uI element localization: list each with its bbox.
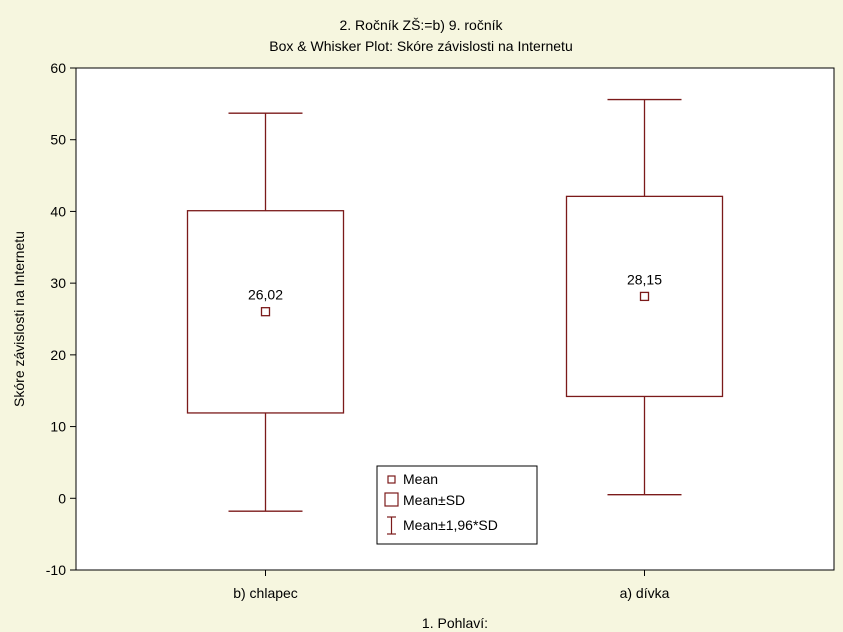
boxes-layer: 26,02 28,15 (186, 98, 724, 512)
sd-box (565, 195, 724, 398)
x-tick-label: a) dívka (620, 585, 670, 601)
chart-title-line2: Box & Whisker Plot: Skóre závislosti na … (269, 38, 572, 54)
legend-item-sd: Mean±SD (403, 492, 465, 508)
y-tick-label: 50 (50, 132, 66, 148)
y-tick-label: 20 (50, 347, 66, 363)
box-group: 28,15 (565, 98, 724, 496)
legend-sd-symbol (384, 492, 399, 507)
x-axis: b) chlapec a) dívka (233, 570, 670, 601)
y-tick-label: 40 (50, 203, 66, 219)
y-tick-label: 30 (50, 275, 66, 291)
chart-title-line1: 2. Ročník ZŠ:=b) 9. ročník (339, 17, 503, 33)
legend: Mean Mean±SD Mean±1,96*SD (376, 465, 538, 545)
mean-marker (639, 291, 650, 302)
y-axis: -10 0 10 20 30 40 50 60 (46, 60, 76, 578)
x-axis-label: 1. Pohlaví: (422, 615, 488, 631)
x-tick-label: b) chlapec (233, 585, 298, 601)
y-tick-label: 10 (50, 419, 66, 435)
legend-mean-symbol (387, 475, 396, 484)
sd-box (186, 210, 345, 414)
legend-item-whisker: Mean±1,96*SD (403, 517, 498, 533)
mean-label: 26,02 (248, 287, 283, 303)
legend-item-mean: Mean (403, 471, 438, 487)
legend-frame (376, 465, 538, 545)
legend-whisker-symbol (387, 516, 396, 535)
y-tick-label: 60 (50, 60, 66, 76)
mean-marker (260, 307, 271, 317)
mean-label: 28,15 (627, 271, 662, 287)
y-axis-label: Skóre závislosti na Internetu (11, 231, 27, 407)
y-tick-label: 0 (58, 490, 66, 506)
box-group: 26,02 (186, 112, 345, 512)
y-tick-label: -10 (46, 562, 66, 578)
